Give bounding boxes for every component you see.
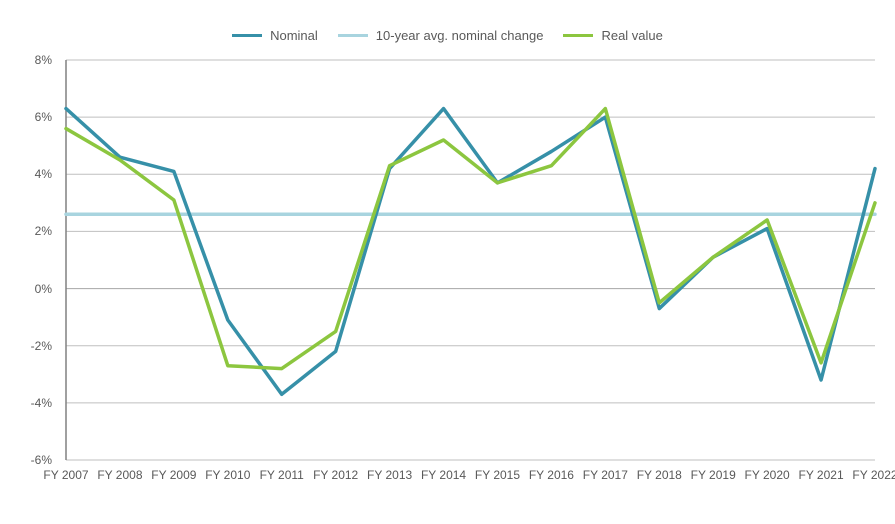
y-axis-labels: -6%-4%-2%0%2%4%6%8% bbox=[0, 0, 60, 524]
legend-swatch-real bbox=[563, 34, 593, 37]
legend-item-avg: 10-year avg. nominal change bbox=[338, 28, 544, 43]
y-tick-label: 8% bbox=[35, 53, 52, 67]
y-tick-label: 2% bbox=[35, 224, 52, 238]
x-tick-label: FY 2016 bbox=[529, 468, 574, 482]
x-axis-labels: FY 2007 FY 2008 FY 2009 FY 2010 FY 2011 FY 20… bbox=[0, 460, 895, 524]
x-tick-label: FY 2013 bbox=[367, 468, 412, 482]
y-tick-label: -4% bbox=[31, 396, 52, 410]
legend-item-nominal: Nominal bbox=[232, 28, 318, 43]
series-nominal bbox=[66, 109, 875, 395]
y-tick-label: 4% bbox=[35, 167, 52, 181]
x-tick-label: FY 2014 bbox=[421, 468, 466, 482]
legend-item-real: Real value bbox=[563, 28, 662, 43]
legend: Nominal 10-year avg. nominal change Real v… bbox=[0, 20, 895, 50]
x-tick-label: FY 2011 bbox=[260, 468, 304, 482]
legend-label-real: Real value bbox=[601, 28, 662, 43]
x-tick-label: FY 2009 bbox=[151, 468, 196, 482]
x-tick-label: FY 2020 bbox=[745, 468, 790, 482]
legend-swatch-nominal bbox=[232, 34, 262, 37]
x-tick-label: FY 2021 bbox=[798, 468, 843, 482]
x-tick-label: FY 2018 bbox=[637, 468, 682, 482]
line-chart: Nominal 10-year avg. nominal change Real v… bbox=[0, 0, 895, 524]
legend-label-nominal: Nominal bbox=[270, 28, 318, 43]
x-tick-label: FY 2019 bbox=[691, 468, 736, 482]
x-tick-label: FY 2010 bbox=[205, 468, 250, 482]
x-tick-label: FY 2007 bbox=[43, 468, 88, 482]
x-tick-label: FY 2012 bbox=[313, 468, 358, 482]
plot-area bbox=[0, 0, 895, 524]
y-tick-label: 6% bbox=[35, 110, 52, 124]
x-tick-label: FY 2008 bbox=[97, 468, 142, 482]
legend-swatch-avg bbox=[338, 34, 368, 37]
legend-label-avg: 10-year avg. nominal change bbox=[376, 28, 544, 43]
y-tick-label: -2% bbox=[31, 339, 52, 353]
x-tick-label: FY 2015 bbox=[475, 468, 520, 482]
x-tick-label: FY 2017 bbox=[583, 468, 628, 482]
y-tick-label: 0% bbox=[35, 282, 52, 296]
x-tick-label: FY 2022 bbox=[852, 468, 895, 482]
